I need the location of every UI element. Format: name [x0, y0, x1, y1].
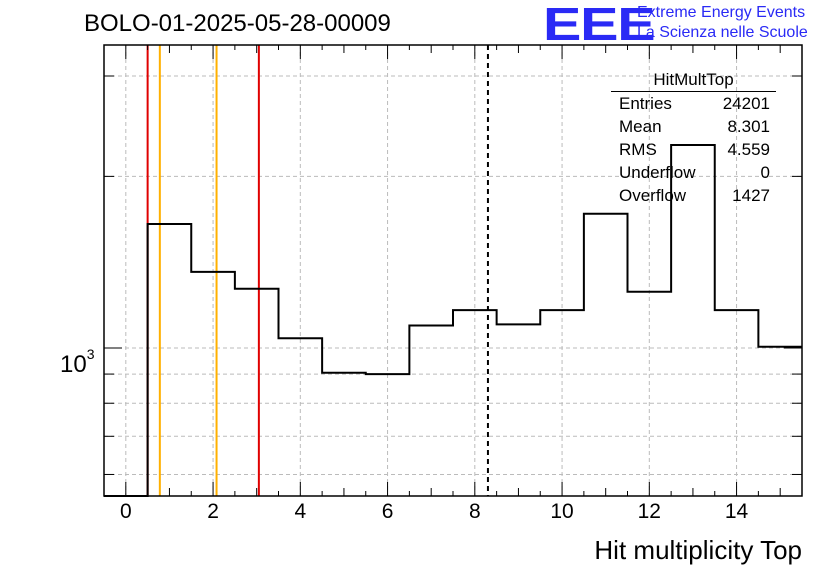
x-tick-label: 14	[724, 500, 749, 523]
stats-box: HitMultTop Entries 24201 Mean 8.301 RMS …	[611, 70, 776, 207]
x-tick-label: 4	[294, 500, 307, 523]
stats-value: 8.301	[727, 117, 770, 136]
stats-row-mean: Mean 8.301	[611, 115, 776, 138]
stats-label: Underflow	[619, 163, 696, 182]
stats-label: Mean	[619, 117, 662, 136]
stats-row-entries: Entries 24201	[611, 92, 776, 115]
histogram-series	[104, 144, 802, 497]
grid-lines	[104, 45, 802, 496]
x-tick-label: 12	[637, 500, 661, 523]
axes	[103, 44, 803, 497]
stats-row-overflow: Overflow 1427	[611, 184, 776, 207]
x-tick-label: 10	[550, 500, 574, 523]
stats-label: Overflow	[619, 186, 687, 205]
logo-subtitle-2: La Scienza nelle Scuole	[637, 24, 808, 41]
plot-title: BOLO-01-2025-05-28-00009	[84, 10, 391, 37]
x-axis-label: Hit multiplicity Top	[594, 535, 802, 565]
stats-title: HitMultTop	[611, 70, 776, 92]
stats-row-underflow: Underflow 0	[611, 161, 776, 184]
stats-label: RMS	[619, 140, 657, 159]
stats-value: 0	[760, 163, 770, 182]
marker-lines	[146, 45, 489, 496]
x-tick-label: 6	[381, 500, 394, 523]
eee-logo: EEE	[543, 0, 656, 50]
stats-value: 4.559	[727, 140, 770, 159]
stats-label: Entries	[619, 94, 672, 113]
stats-value: 24201	[722, 94, 770, 113]
stats-row-rms: RMS 4.559	[611, 138, 776, 161]
logo-subtitle-1: Extreme Energy Events	[637, 4, 806, 21]
y-tick-label: 103	[60, 346, 95, 379]
x-tick-label: 2	[207, 500, 219, 523]
stats-value: 1427	[732, 186, 770, 205]
histogram-line	[104, 144, 802, 497]
y-tick-base: 10	[60, 351, 87, 378]
y-tick-exponent: 3	[86, 346, 95, 362]
x-tick-label: 8	[468, 500, 481, 523]
x-tick-label: 0	[119, 500, 132, 523]
